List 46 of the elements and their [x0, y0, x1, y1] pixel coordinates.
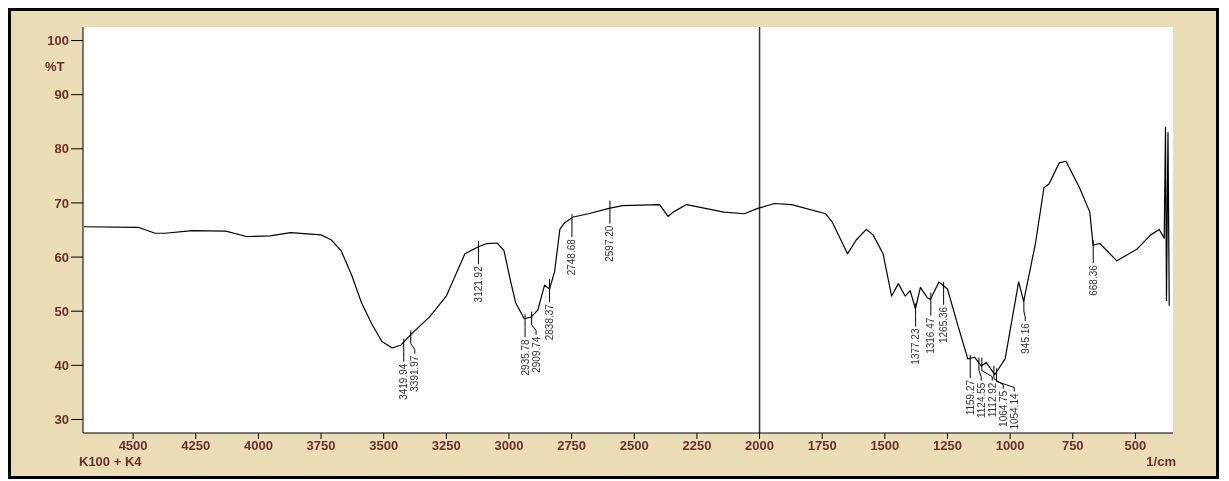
- y-tick-label: 60: [54, 249, 69, 265]
- x-tick-label: 4500: [118, 438, 148, 454]
- annotation: 3121.92: [472, 265, 484, 303]
- annotation: 1265.36: [938, 306, 950, 343]
- annotation: 1377.23: [910, 328, 922, 365]
- annotation: 1112.92: [986, 382, 998, 418]
- annotation: 3419.94: [398, 363, 410, 400]
- y-tick-label: 50: [54, 303, 69, 319]
- x-axis-title: 1/cm: [1146, 454, 1176, 469]
- x-tick-label: 3750: [306, 438, 336, 454]
- y-tick-label: 100: [47, 33, 69, 49]
- annotation: 1124.55: [975, 382, 987, 419]
- annotation: 2597.20: [604, 225, 616, 262]
- text: K100 + K4: [79, 454, 142, 469]
- annotation: 2909.74: [530, 336, 542, 373]
- x-tick-label: 3000: [494, 438, 524, 454]
- y-axis-title: %T: [45, 59, 65, 74]
- x-tick-label: 2000: [745, 438, 775, 454]
- y-tick-label: 80: [54, 141, 69, 157]
- x-tick-label: 2250: [682, 438, 712, 454]
- x-tick-label: 500: [1124, 438, 1147, 454]
- annotation: 3391.97: [409, 355, 421, 392]
- x-tick-label: 1000: [995, 438, 1025, 454]
- annotation: 1159.27: [964, 379, 976, 416]
- x-tick-label: 750: [1061, 438, 1084, 454]
- x-tick-label: 3250: [431, 438, 461, 454]
- y-tick-label: 70: [54, 195, 69, 211]
- annotation: 2935.78: [519, 338, 531, 376]
- x-tick-label: 2750: [557, 438, 587, 454]
- y-tick-label: 40: [54, 357, 69, 373]
- annotation: 2748.68: [566, 238, 578, 276]
- x-tick-label: 4000: [243, 438, 273, 454]
- x-tick-label: 2500: [619, 438, 649, 454]
- x-tick-label: 1250: [933, 438, 962, 454]
- x-tick-label: 1750: [807, 438, 837, 454]
- annotation: 2838.37: [543, 303, 555, 341]
- annotation: 1064.75: [997, 390, 1009, 427]
- annotation: 945.16: [1019, 322, 1031, 354]
- y-tick-label: 30: [54, 412, 69, 428]
- annotation: 1316.47: [925, 317, 937, 354]
- x-tick-label: 4250: [181, 438, 211, 454]
- x-tick-label: 3500: [369, 438, 399, 454]
- x-tick-label: 1500: [870, 438, 900, 454]
- annotation: 1054.14: [1008, 393, 1020, 430]
- y-tick-label: 90: [54, 87, 69, 103]
- annotation: 668.36: [1087, 264, 1099, 296]
